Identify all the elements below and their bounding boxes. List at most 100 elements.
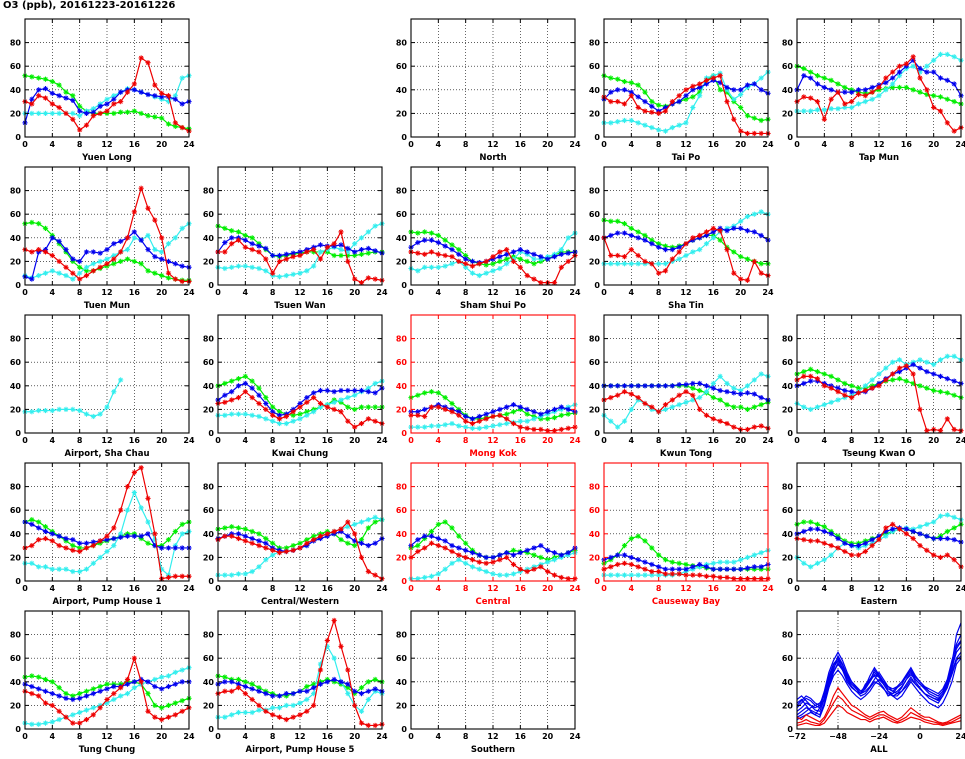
data-point-green	[917, 383, 922, 388]
data-point-green	[222, 226, 227, 231]
data-point-cyan	[50, 408, 55, 413]
data-point-cyan	[690, 249, 695, 254]
data-point-green	[236, 525, 241, 530]
data-point-blue	[159, 686, 164, 691]
data-point-red	[470, 264, 475, 269]
data-point-blue	[338, 388, 343, 393]
panel-title: Yuen Long	[81, 153, 132, 163]
y-tick-label: 60	[589, 62, 601, 71]
data-point-blue	[538, 543, 543, 548]
data-point-red	[366, 569, 371, 574]
data-point-blue	[63, 247, 68, 252]
data-point-cyan	[436, 423, 441, 428]
x-tick-label: 20	[928, 584, 940, 593]
x-tick-label: 24	[183, 436, 195, 445]
data-point-red	[904, 363, 909, 368]
data-point-red	[263, 709, 268, 714]
x-tick-label: 0	[22, 436, 28, 445]
data-point-green	[911, 87, 916, 92]
data-point-red	[938, 555, 943, 560]
data-point-cyan	[629, 573, 634, 578]
data-point-red	[856, 390, 861, 395]
y-tick-label: 60	[782, 654, 794, 663]
data-point-cyan	[166, 241, 171, 246]
data-point-red	[829, 386, 834, 391]
data-point-blue	[677, 382, 682, 387]
data-point-red	[883, 525, 888, 530]
data-point-red	[325, 638, 330, 643]
data-point-red	[43, 249, 48, 254]
x-tick-label: 16	[708, 140, 720, 149]
data-point-red	[945, 552, 950, 557]
y-tick-label: 20	[396, 701, 408, 710]
data-point-green	[236, 677, 241, 682]
data-point-blue	[250, 536, 255, 541]
plot-frame	[797, 19, 961, 137]
data-point-green	[931, 388, 936, 393]
data-point-cyan	[84, 412, 89, 417]
series-line-blue	[604, 228, 768, 249]
data-point-blue	[463, 256, 468, 261]
y-tick-label: 40	[396, 234, 408, 243]
data-point-blue	[497, 552, 502, 557]
x-tick-label: 16	[515, 288, 527, 297]
data-point-cyan	[98, 259, 103, 264]
data-point-red	[566, 259, 571, 264]
x-tick-label: 0	[601, 288, 607, 297]
data-point-red	[890, 70, 895, 75]
data-point-cyan	[63, 567, 68, 572]
x-tick-label: 12	[294, 436, 305, 445]
data-point-red	[608, 99, 613, 104]
data-point-green	[952, 393, 957, 398]
data-point-cyan	[91, 705, 96, 710]
data-point-red	[849, 395, 854, 400]
data-point-blue	[636, 235, 641, 240]
data-point-red	[829, 97, 834, 102]
data-point-cyan	[173, 235, 178, 240]
data-point-blue	[470, 416, 475, 421]
data-point-red	[263, 545, 268, 550]
data-point-red	[938, 108, 943, 113]
data-point-cyan	[477, 567, 482, 572]
data-point-red	[104, 261, 109, 266]
data-point-cyan	[77, 271, 82, 276]
data-point-cyan	[125, 691, 130, 696]
data-point-green	[43, 226, 48, 231]
data-point-blue	[125, 534, 130, 539]
data-point-green	[422, 229, 427, 234]
data-point-green	[822, 75, 827, 80]
data-point-red	[43, 95, 48, 100]
data-point-cyan	[250, 710, 255, 715]
x-tick-label: 20	[542, 140, 554, 149]
x-tick-label: 20	[349, 732, 361, 741]
data-point-blue	[180, 264, 185, 269]
data-point-cyan	[608, 573, 613, 578]
y-tick-label: 40	[203, 234, 215, 243]
data-point-red	[366, 275, 371, 280]
data-point-cyan	[622, 261, 627, 266]
data-point-cyan	[277, 705, 282, 710]
data-point-cyan	[57, 271, 62, 276]
x-tick-label: 0	[408, 288, 414, 297]
data-point-green	[222, 525, 227, 530]
data-point-blue	[938, 536, 943, 541]
data-point-blue	[373, 390, 378, 395]
x-tick-label: 20	[156, 140, 168, 149]
data-point-red	[29, 249, 34, 254]
x-tick-label: 0	[215, 732, 221, 741]
data-point-red	[256, 543, 261, 548]
x-tick-label: 24	[762, 288, 774, 297]
data-point-blue	[325, 679, 330, 684]
data-point-cyan	[77, 569, 82, 574]
data-point-cyan	[222, 413, 227, 418]
data-point-blue	[670, 567, 675, 572]
data-point-blue	[711, 386, 716, 391]
data-point-blue	[738, 87, 743, 92]
data-point-green	[415, 393, 420, 398]
data-point-red	[738, 129, 743, 134]
data-point-cyan	[559, 247, 564, 252]
data-point-red	[808, 538, 813, 543]
x-tick-label: 16	[129, 436, 141, 445]
y-tick-label: 20	[10, 257, 22, 266]
data-point-cyan	[57, 111, 62, 116]
